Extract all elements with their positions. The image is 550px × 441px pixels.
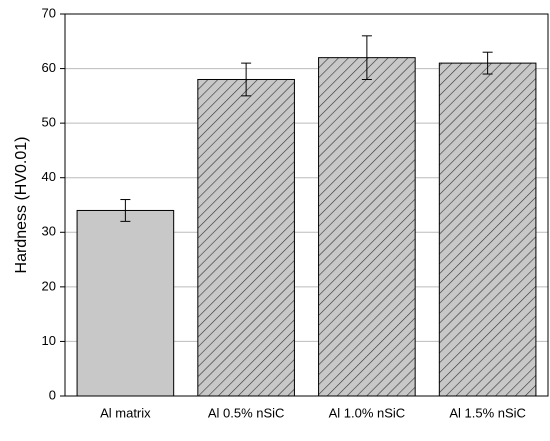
x-tick-label: Al matrix — [100, 405, 151, 420]
x-tick-label: Al 1.5% nSiC — [449, 405, 526, 420]
y-tick-label: 20 — [42, 278, 56, 293]
x-tick-label: Al 1.0% nSiC — [329, 405, 406, 420]
y-tick-label: 30 — [42, 224, 56, 239]
y-tick-label: 0 — [49, 387, 56, 402]
y-tick-label: 70 — [42, 5, 56, 20]
x-tick-label: Al 0.5% nSiC — [208, 405, 285, 420]
bar — [76, 209, 175, 397]
plot-frame — [64, 13, 549, 397]
y-tick-label: 40 — [42, 169, 56, 184]
bar — [438, 62, 537, 397]
bar — [197, 78, 295, 397]
y-axis-label: Hardness (HV0.01) — [13, 137, 30, 274]
y-tick-label: 60 — [42, 60, 56, 75]
bar — [318, 57, 416, 397]
y-tick-label: 50 — [42, 115, 56, 130]
y-tick-label: 10 — [42, 333, 56, 348]
